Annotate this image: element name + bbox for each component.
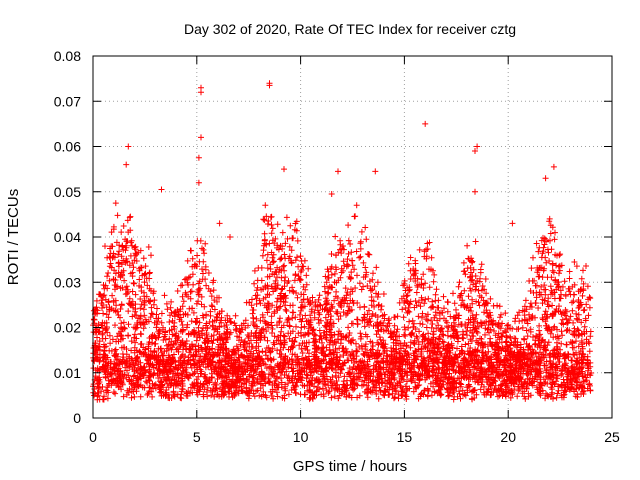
y-tick-label: 0.02 [54,320,81,336]
x-tick-label: 25 [604,429,620,445]
x-tick-label: 0 [89,429,97,445]
x-axis-tick-labels: 0 5 10 15 20 25 [89,429,620,445]
y-tick-label: 0.01 [54,365,81,381]
y-axis-title: ROTI / TECUs [5,189,22,285]
x-tick-label: 10 [293,429,309,445]
y-tick-label: 0.03 [54,274,81,290]
x-tick-label: 20 [500,429,516,445]
x-tick-label: 15 [397,429,413,445]
data-points [90,80,595,403]
chart-title: Day 302 of 2020, Rate Of TEC Index for r… [184,21,516,37]
y-tick-label: 0.04 [54,229,81,245]
y-tick-label: 0 [73,410,81,426]
axis-ticks [92,55,613,419]
y-tick-label: 0.07 [54,93,81,109]
x-tick-label: 5 [193,429,201,445]
y-tick-label: 0.08 [54,48,81,64]
roti-points [90,80,595,403]
y-axis-tick-labels: 0 0.01 0.02 0.03 0.04 0.05 0.06 0.07 0.08 [54,48,81,426]
x-axis-title: GPS time / hours [293,458,407,475]
y-tick-label: 0.05 [54,184,81,200]
y-tick-label: 0.06 [54,139,81,155]
